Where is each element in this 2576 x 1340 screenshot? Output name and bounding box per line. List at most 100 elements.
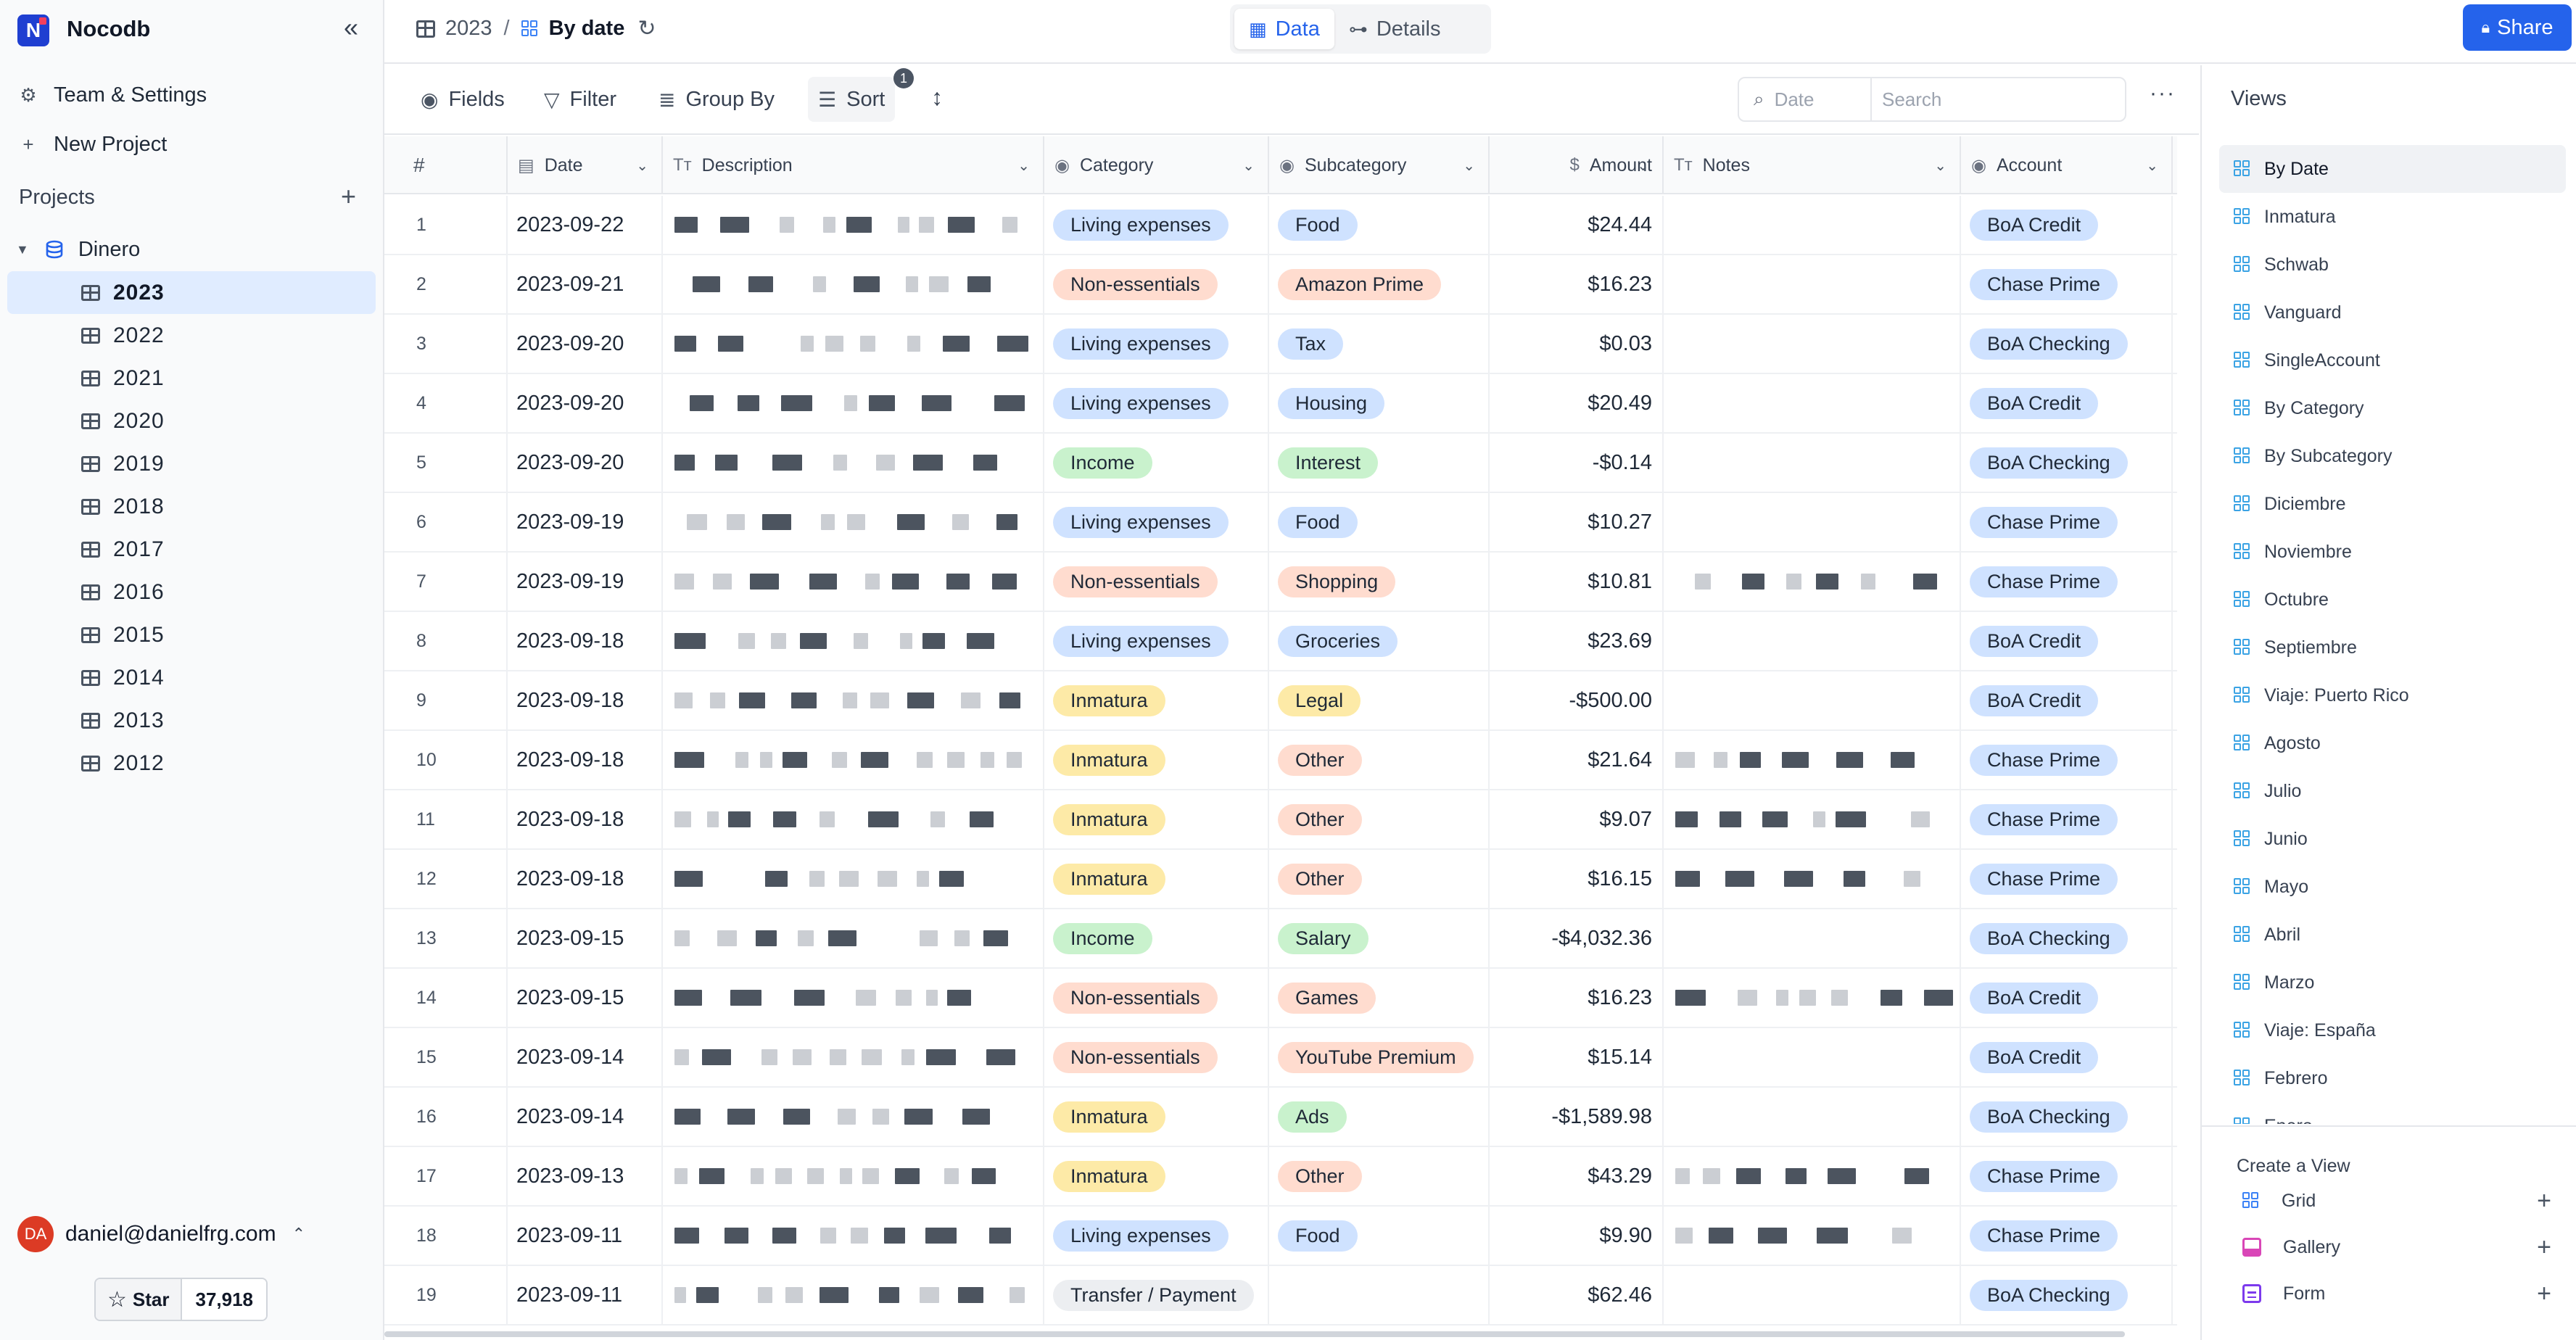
table-row[interactable]: 3 2023-09-20 Living expenses Tax $0.03 BoA Ch… (384, 315, 2177, 374)
subcategory-cell[interactable] (1269, 1266, 1490, 1324)
notes-cell[interactable] (1664, 731, 1961, 789)
date-cell[interactable]: 2023-09-18 (508, 850, 663, 908)
sidebar-table-2020[interactable]: 2020 (0, 400, 383, 442)
view-item[interactable]: Junio (2219, 815, 2566, 863)
date-cell[interactable]: 2023-09-21 (508, 255, 663, 313)
notes-cell[interactable] (1664, 315, 1961, 373)
subcategory-cell[interactable]: Other (1269, 731, 1490, 789)
account-cell[interactable]: Chase Prime (1961, 850, 2173, 908)
table-row[interactable]: 10 2023-09-18 Inmatura Other $21.64 Chase Pri… (384, 731, 2177, 790)
subcategory-cell[interactable]: Other (1269, 790, 1490, 848)
table-row[interactable]: 7 2023-09-19 Non-essentials Shopping $10.81 C… (384, 553, 2177, 612)
tab-data[interactable]: ▦ Data (1234, 9, 1334, 49)
category-cell[interactable]: Inmatura (1044, 1147, 1269, 1205)
notes-cell[interactable] (1664, 434, 1961, 492)
notes-cell[interactable] (1664, 374, 1961, 432)
amount-cell[interactable]: $15.14 (1490, 1028, 1664, 1086)
table-row[interactable]: 11 2023-09-18 Inmatura Other $9.07 Chase Prim… (384, 790, 2177, 850)
account-cell[interactable]: BoA Checking (1961, 1088, 2173, 1146)
amount-cell[interactable]: $0.03 (1490, 315, 1664, 373)
notes-cell[interactable] (1664, 255, 1961, 313)
subcategory-cell[interactable]: Tax (1269, 315, 1490, 373)
view-item[interactable]: Julio (2219, 767, 2566, 815)
description-cell[interactable] (663, 1207, 1044, 1265)
amount-cell[interactable]: $9.90 (1490, 1207, 1664, 1265)
notes-cell[interactable] (1664, 969, 1961, 1027)
plus-icon[interactable]: + (2537, 1279, 2551, 1307)
account-cell[interactable]: BoA Checking (1961, 909, 2173, 967)
subcategory-cell[interactable]: Salary (1269, 909, 1490, 967)
date-cell[interactable]: 2023-09-13 (508, 1147, 663, 1205)
column-header-amt[interactable]: $ Amount ⌄ (1490, 136, 1664, 194)
date-cell[interactable]: 2023-09-15 (508, 969, 663, 1027)
sidebar-table-2015[interactable]: 2015 (0, 613, 383, 656)
collapse-sidebar-icon[interactable]: « (343, 12, 359, 42)
description-cell[interactable] (663, 1028, 1044, 1086)
account-cell[interactable]: BoA Credit (1961, 969, 2173, 1027)
date-cell[interactable]: 2023-09-19 (508, 553, 663, 611)
date-cell[interactable]: 2023-09-20 (508, 315, 663, 373)
view-item[interactable]: Viaje: España (2219, 1006, 2566, 1054)
account-cell[interactable]: Chase Prime (1961, 493, 2173, 551)
project-dinero[interactable]: ▼ Dinero (16, 232, 140, 267)
subcategory-cell[interactable]: Shopping (1269, 553, 1490, 611)
description-cell[interactable] (663, 731, 1044, 789)
subcategory-cell[interactable]: Legal (1269, 671, 1490, 729)
subcategory-cell[interactable]: Food (1269, 493, 1490, 551)
date-cell[interactable]: 2023-09-14 (508, 1088, 663, 1146)
table-row[interactable]: 12 2023-09-18 Inmatura Other $16.15 Chase Pri… (384, 850, 2177, 909)
sidebar-table-2021[interactable]: 2021 (0, 357, 383, 400)
chevron-down-icon[interactable]: ⌄ (2146, 157, 2158, 174)
breadcrumb-view[interactable]: By date (548, 17, 625, 40)
amount-cell[interactable]: -$0.14 (1490, 434, 1664, 492)
description-cell[interactable] (663, 790, 1044, 848)
account-cell[interactable]: Chase Prime (1961, 1147, 2173, 1205)
table-row[interactable]: 19 2023-09-11 Transfer / Payment $62.46 BoA … (384, 1266, 2177, 1325)
account-cell[interactable]: Chase Prime (1961, 255, 2173, 313)
create-gallery-view[interactable]: Gallery + (2242, 1227, 2561, 1267)
category-cell[interactable]: Living expenses (1044, 315, 1269, 373)
description-cell[interactable] (663, 850, 1044, 908)
category-cell[interactable]: Inmatura (1044, 731, 1269, 789)
sidebar-table-2017[interactable]: 2017 (0, 528, 383, 571)
search-field-select[interactable]: ⌕ Date (1739, 78, 1872, 120)
description-cell[interactable] (663, 1147, 1044, 1205)
date-cell[interactable]: 2023-09-20 (508, 374, 663, 432)
view-item[interactable]: Diciembre (2219, 480, 2566, 528)
account-cell[interactable]: BoA Checking (1961, 434, 2173, 492)
notes-cell[interactable] (1664, 1088, 1961, 1146)
date-cell[interactable]: 2023-09-18 (508, 731, 663, 789)
description-cell[interactable] (663, 909, 1044, 967)
view-item[interactable]: SingleAccount (2219, 336, 2566, 384)
group-by-button[interactable]: ≣ Group By (648, 77, 785, 122)
column-header-desc[interactable]: Tт Description ⌄ (663, 136, 1044, 194)
date-cell[interactable]: 2023-09-14 (508, 1028, 663, 1086)
amount-cell[interactable]: $10.81 (1490, 553, 1664, 611)
column-header-cat[interactable]: ◉ Category ⌄ (1044, 136, 1269, 194)
account-cell[interactable]: BoA Credit (1961, 196, 2173, 254)
table-row[interactable]: 14 2023-09-15 Non-essentials Games $16.23 BoA… (384, 969, 2177, 1028)
table-row[interactable]: 4 2023-09-20 Living expenses Housing $20.49 B… (384, 374, 2177, 434)
amount-cell[interactable]: $43.29 (1490, 1147, 1664, 1205)
table-row[interactable]: 15 2023-09-14 Non-essentials YouTube Premiu… (384, 1028, 2177, 1088)
subcategory-cell[interactable]: YouTube Premium (1269, 1028, 1490, 1086)
date-cell[interactable]: 2023-09-20 (508, 434, 663, 492)
account-cell[interactable]: BoA Credit (1961, 374, 2173, 432)
view-item[interactable]: By Subcategory (2219, 432, 2566, 480)
table-row[interactable]: 8 2023-09-18 Living expenses Groceries $23.6… (384, 612, 2177, 671)
view-item[interactable]: By Category (2219, 384, 2566, 432)
account-cell[interactable]: Chase Prime (1961, 790, 2173, 848)
sidebar-table-2014[interactable]: 2014 (0, 656, 383, 699)
subcategory-cell[interactable]: Amazon Prime (1269, 255, 1490, 313)
description-cell[interactable] (663, 1088, 1044, 1146)
account-cell[interactable]: BoA Credit (1961, 612, 2173, 670)
column-header-num[interactable]: # (384, 136, 508, 194)
tab-details[interactable]: ⊶ Details (1334, 9, 1456, 49)
date-cell[interactable]: 2023-09-19 (508, 493, 663, 551)
notes-cell[interactable] (1664, 196, 1961, 254)
category-cell[interactable]: Income (1044, 434, 1269, 492)
star-button[interactable]: ☆ Star (96, 1279, 183, 1320)
chevron-down-icon[interactable]: ⌄ (1934, 157, 1947, 174)
subcategory-cell[interactable]: Games (1269, 969, 1490, 1027)
notes-cell[interactable] (1664, 1028, 1961, 1086)
